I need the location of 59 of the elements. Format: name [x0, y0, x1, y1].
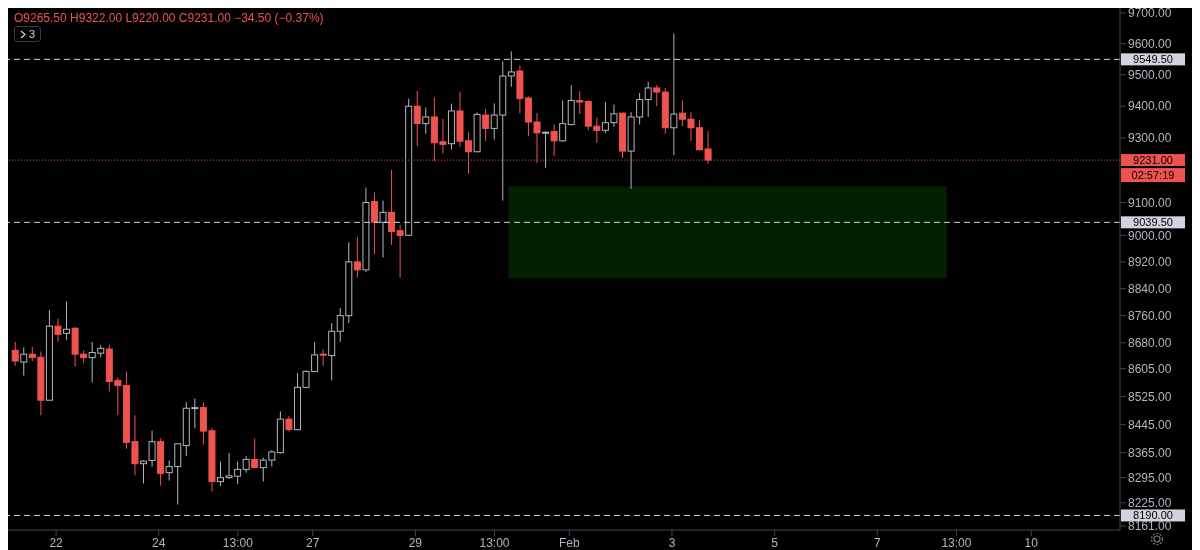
y-tick-label: 9000.00	[1128, 228, 1172, 243]
y-tick-label: 9500.00	[1128, 68, 1172, 83]
y-tick-label: 9700.00	[1128, 6, 1172, 21]
candlestick	[148, 430, 156, 468]
ref-line-label: 9039.50	[1133, 216, 1173, 229]
y-tick-label: 8365.00	[1128, 445, 1172, 460]
candlestick	[413, 90, 421, 147]
candlestick	[644, 81, 652, 118]
annotation: 3	[29, 28, 36, 40]
candlestick	[54, 318, 62, 343]
candlestick	[550, 123, 558, 157]
candlestick	[379, 200, 387, 259]
annotation: O9265.50 H9322.00 L9220.00 C9231.00 −34.50 (−0.37%)	[14, 11, 324, 25]
candlestick	[482, 108, 490, 142]
y-tick-label: 9400.00	[1128, 99, 1172, 114]
y-tick-label: 8445.00	[1128, 417, 1172, 432]
x-tick-label: 13:00	[941, 535, 972, 550]
candlestick	[20, 346, 28, 377]
candlestick	[507, 50, 515, 88]
x-tick-label: 10	[1024, 535, 1039, 550]
candlestick	[319, 348, 327, 367]
x-tick-label: Feb	[559, 535, 581, 550]
y-tick-label: 8295.00	[1128, 470, 1172, 485]
x-tick-label: 13:00	[222, 535, 254, 550]
y-tick-label: 9300.00	[1128, 131, 1172, 146]
y-tick-label: 8161.00	[1128, 519, 1172, 534]
ref-line-label: 9231.00	[1133, 154, 1173, 167]
text: 02:57:19	[1131, 169, 1175, 182]
candlestick	[559, 100, 567, 142]
candlestick	[653, 84, 661, 107]
y-tick-label: 8680.00	[1128, 336, 1172, 351]
ref-line-label: 8190.00	[1133, 509, 1173, 522]
x-tick-label: 5	[771, 535, 779, 550]
x-tick-label: 7	[873, 535, 881, 550]
y-tick-label: 8760.00	[1128, 308, 1172, 323]
candlestick	[670, 32, 678, 156]
y-tick-label: 8525.00	[1128, 389, 1172, 404]
y-tick-label: 8605.00	[1128, 361, 1172, 376]
candlestick	[251, 438, 259, 469]
candlestick	[11, 341, 19, 367]
ref-line-label: 9549.50	[1133, 53, 1173, 66]
y-tick-label: 9600.00	[1128, 36, 1172, 51]
x-tick-label: 24	[152, 535, 166, 550]
candlestick	[542, 131, 550, 169]
x-tick-label: 27	[306, 535, 320, 550]
candlestick	[140, 459, 148, 484]
candlestick	[63, 300, 71, 341]
y-tick-label: 9100.00	[1128, 195, 1172, 210]
candlestick	[422, 106, 430, 135]
x-tick-label: 22	[49, 535, 64, 550]
x-tick-label: 3	[668, 535, 676, 550]
y-tick-label: 8225.00	[1128, 496, 1172, 511]
candlestick	[370, 191, 378, 255]
x-tick-label: 29	[408, 535, 423, 550]
x-tick-label: 13:00	[479, 535, 510, 550]
candlestick	[353, 236, 361, 279]
y-tick-label: 8840.00	[1128, 281, 1172, 296]
y-tick-label: 8920.00	[1128, 255, 1172, 270]
candlestick	[576, 90, 584, 115]
